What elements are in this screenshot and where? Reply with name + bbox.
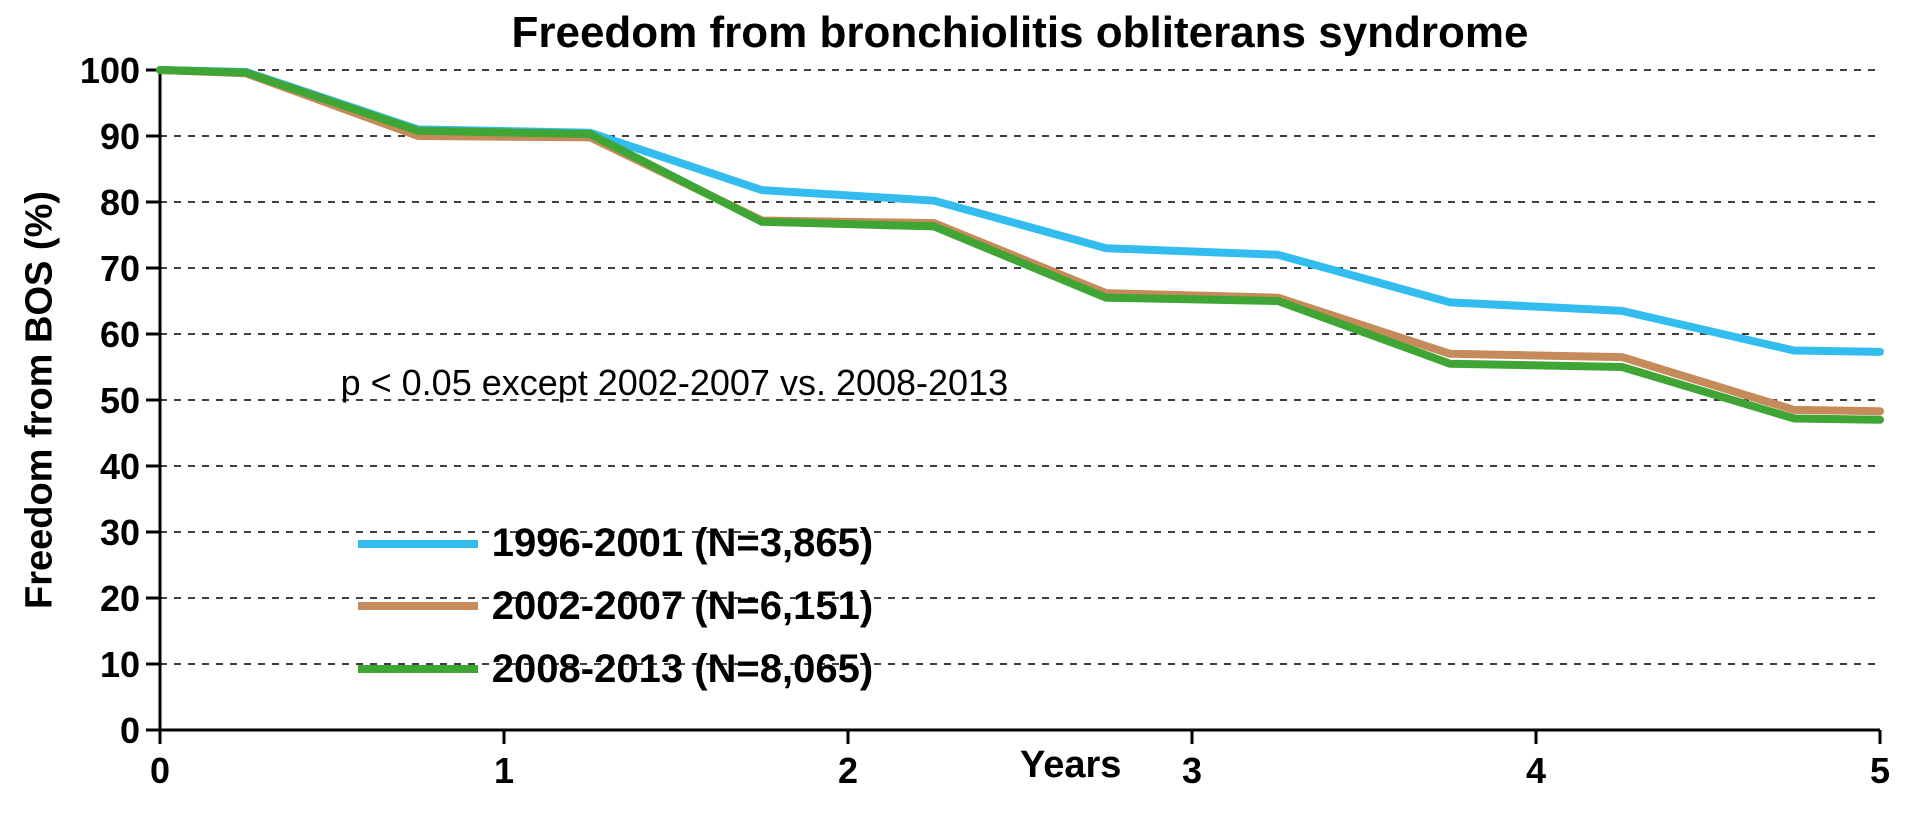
series-line bbox=[160, 70, 1880, 352]
legend-item: 2002-2007 (N=6,151) bbox=[358, 584, 873, 629]
legend-item: 2008-2013 (N=8,065) bbox=[358, 647, 873, 692]
x-tick-label: 0 bbox=[150, 750, 170, 792]
survival-chart: Freedom from bronchiolitis obliterans sy… bbox=[0, 0, 1920, 838]
y-tick-label: 100 bbox=[80, 50, 140, 92]
series-line bbox=[160, 70, 1880, 411]
chart-plot-svg bbox=[0, 0, 1920, 838]
series-line bbox=[160, 70, 1880, 420]
legend-item: 1996-2001 (N=3,865) bbox=[358, 521, 873, 566]
y-tick-label: 10 bbox=[100, 644, 140, 686]
y-tick-label: 20 bbox=[100, 578, 140, 620]
legend-label: 2002-2007 (N=6,151) bbox=[492, 584, 873, 629]
y-tick-label: 80 bbox=[100, 182, 140, 224]
y-tick-label: 40 bbox=[100, 446, 140, 488]
legend-swatch bbox=[358, 602, 478, 610]
y-tick-label: 50 bbox=[100, 380, 140, 422]
y-tick-label: 0 bbox=[120, 710, 140, 752]
x-tick-label: 3 bbox=[1182, 750, 1202, 792]
legend-swatch bbox=[358, 665, 478, 673]
legend-swatch bbox=[358, 540, 478, 548]
y-tick-label: 60 bbox=[100, 314, 140, 356]
x-tick-label: 1 bbox=[494, 750, 514, 792]
y-tick-label: 90 bbox=[100, 116, 140, 158]
x-tick-label: 5 bbox=[1870, 750, 1890, 792]
y-tick-label: 70 bbox=[100, 248, 140, 290]
x-tick-label: 4 bbox=[1526, 750, 1546, 792]
x-tick-label: 2 bbox=[838, 750, 858, 792]
y-tick-label: 30 bbox=[100, 512, 140, 554]
legend-label: 1996-2001 (N=3,865) bbox=[492, 521, 873, 566]
legend-label: 2008-2013 (N=8,065) bbox=[492, 647, 873, 692]
